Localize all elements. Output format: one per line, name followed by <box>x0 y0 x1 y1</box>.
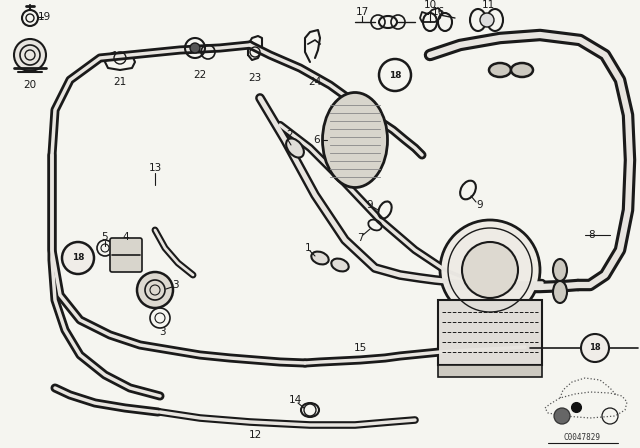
Text: 19: 19 <box>37 12 51 22</box>
Text: 16: 16 <box>431 7 445 17</box>
Circle shape <box>581 334 609 362</box>
Circle shape <box>14 39 46 71</box>
Circle shape <box>137 272 173 308</box>
Text: 18: 18 <box>589 344 601 353</box>
Ellipse shape <box>553 281 567 303</box>
Circle shape <box>440 220 540 320</box>
Ellipse shape <box>489 63 511 77</box>
Text: 10: 10 <box>424 0 436 10</box>
Circle shape <box>554 408 570 424</box>
FancyBboxPatch shape <box>438 300 542 365</box>
Text: 21: 21 <box>113 77 127 87</box>
Ellipse shape <box>332 258 349 271</box>
Text: 12: 12 <box>248 430 262 440</box>
Text: 4: 4 <box>123 232 129 242</box>
Text: 9: 9 <box>477 200 483 210</box>
Ellipse shape <box>323 92 387 188</box>
Text: 1: 1 <box>305 243 311 253</box>
Text: C0047829: C0047829 <box>563 434 600 443</box>
Text: 2: 2 <box>287 130 293 140</box>
Ellipse shape <box>553 259 567 281</box>
Text: 22: 22 <box>193 70 207 80</box>
Ellipse shape <box>311 252 329 264</box>
Circle shape <box>462 242 518 298</box>
Text: 14: 14 <box>289 395 301 405</box>
FancyBboxPatch shape <box>438 365 542 377</box>
Circle shape <box>190 43 200 53</box>
Text: 11: 11 <box>481 0 495 10</box>
Text: 18: 18 <box>388 70 401 79</box>
Text: 15: 15 <box>353 343 367 353</box>
Text: 17: 17 <box>355 7 369 17</box>
Text: 18: 18 <box>72 254 84 263</box>
Text: 5: 5 <box>102 232 108 242</box>
Text: 23: 23 <box>248 73 262 83</box>
FancyBboxPatch shape <box>110 238 142 272</box>
Text: 24: 24 <box>308 77 322 87</box>
Circle shape <box>62 242 94 274</box>
Text: 13: 13 <box>148 163 162 173</box>
Ellipse shape <box>511 63 533 77</box>
Ellipse shape <box>286 138 304 158</box>
Text: 8: 8 <box>588 230 595 240</box>
Text: 20: 20 <box>24 80 36 90</box>
Text: 6: 6 <box>314 135 320 145</box>
Text: 3: 3 <box>172 280 179 290</box>
Circle shape <box>480 13 494 27</box>
Text: 7: 7 <box>356 233 364 243</box>
Text: 9: 9 <box>367 200 373 210</box>
Text: 3: 3 <box>159 327 165 337</box>
